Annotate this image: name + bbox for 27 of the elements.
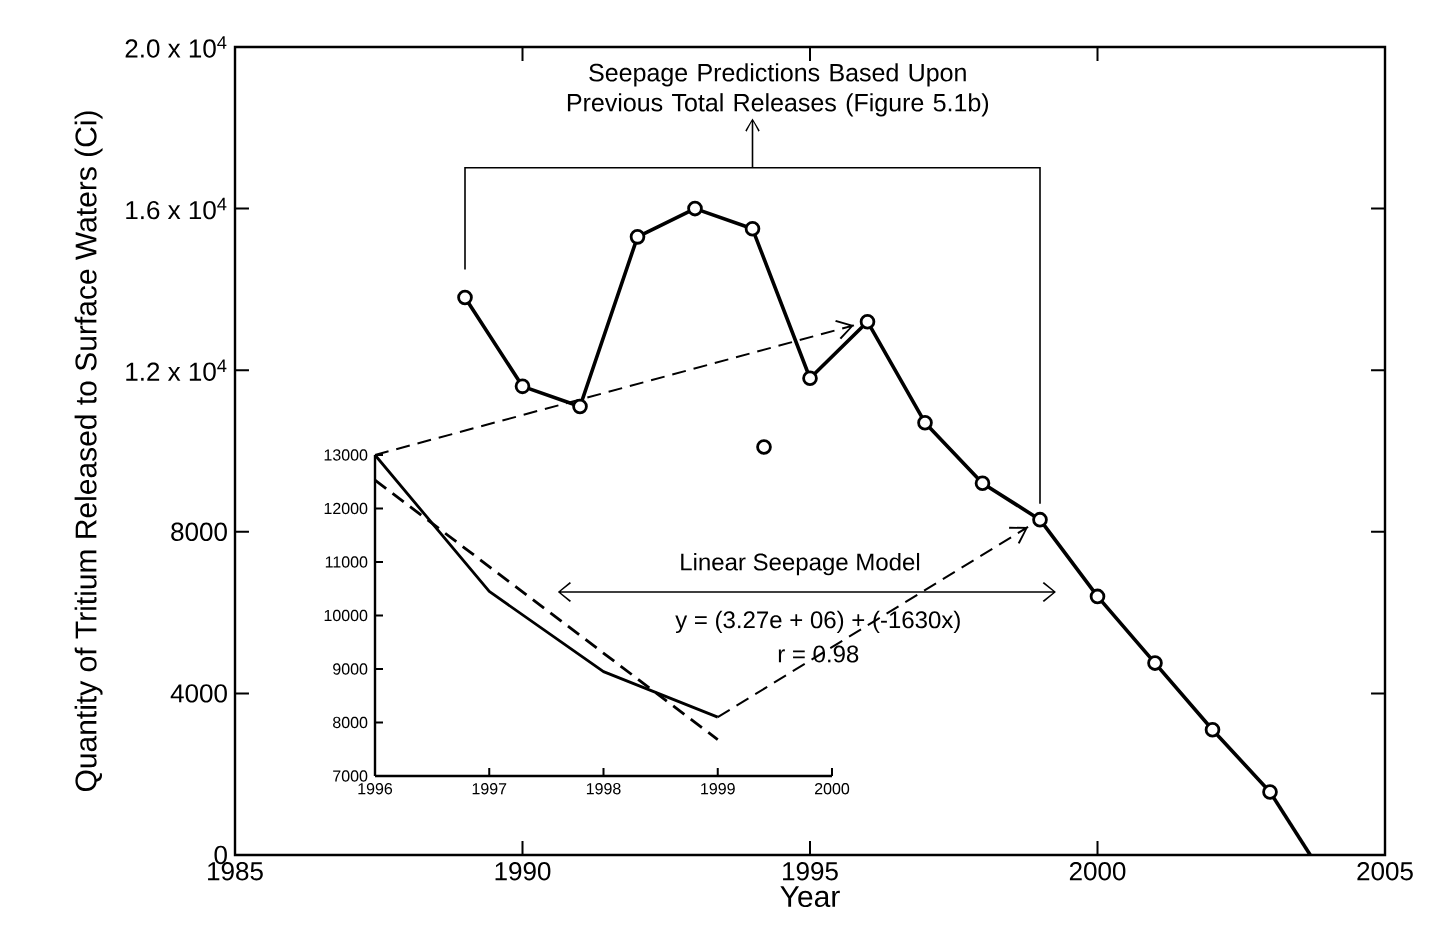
annotation: Seepage Predictions Based Upon Previous Total Releases (Figure 5.1b) [567, 63, 989, 117]
x-tick-label: 1997 [472, 783, 507, 795]
y-tick-label: 8000 [171, 522, 227, 541]
y-tick-label: 1.2 x 10$^{4}$ [126, 359, 227, 381]
x-axis-title: Year [780, 886, 840, 908]
y-tick-label: 7000 [333, 770, 368, 782]
annotation: r = 0.98 [778, 645, 859, 663]
y-tick-label: 1.6 x 10$^{4}$ [126, 197, 227, 220]
annotation: y = (3.27e + 06) + (-1630x) [675, 610, 960, 634]
y-tick-label: 9000 [333, 663, 368, 675]
y-tick-label: 8000 [333, 716, 368, 729]
x-tick-label: 1990 [495, 862, 551, 881]
y-tick-label: 11000 [325, 556, 368, 568]
annotation: Linear Seepage Model [681, 552, 920, 576]
y-tick-label: 4000 [170, 684, 227, 703]
x-tick-label: 2000 [815, 783, 850, 795]
y-tick-label: 10000 [324, 609, 368, 622]
x-tick-label: 2000 [1069, 862, 1126, 881]
x-tick-label: 1998 [586, 783, 621, 795]
y-tick-label: 2.0 x 10$^{4}$ [125, 36, 227, 58]
y-axis-title: Quantity of Tritium Released to Surface Waters (Ci) [74, 111, 103, 792]
x-tick-label: 1999 [701, 783, 735, 795]
y-tick-label: 13000 [324, 449, 368, 461]
y-tick-label: 12000 [324, 502, 368, 515]
x-tick-label: 1996 [358, 783, 393, 795]
x-tick-label: 2005 [1357, 862, 1413, 881]
x-tick-label: 1995 [783, 862, 838, 881]
